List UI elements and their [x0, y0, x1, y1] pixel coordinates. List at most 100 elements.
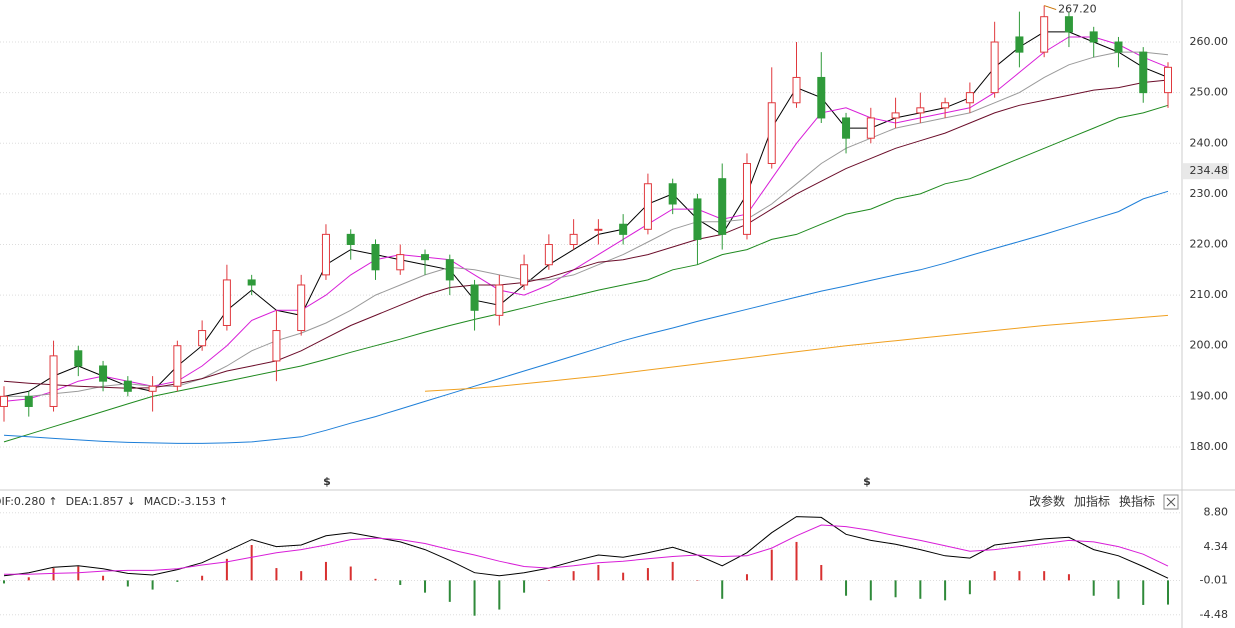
- macd-bar: [1167, 580, 1169, 605]
- ma-line: [4, 51, 1169, 397]
- macd-bar: [52, 568, 55, 581]
- candle-body: [1040, 16, 1049, 53]
- y-tick-label: 240.00: [1190, 136, 1229, 149]
- y-tick-label: 4.34: [1204, 540, 1229, 553]
- candle-body: [0, 395, 8, 407]
- candle-body: [544, 243, 553, 266]
- candle-body: [916, 107, 925, 114]
- macd-bar: [820, 564, 823, 581]
- candle-body: [965, 92, 974, 104]
- candle-body: [643, 183, 652, 230]
- signal-marker: $: [863, 475, 871, 488]
- indicator-arrow: ↑: [48, 495, 57, 508]
- signal-marker: $: [323, 475, 331, 488]
- candle-body: [173, 345, 182, 387]
- macd-bar: [944, 580, 947, 601]
- y-tick-label: 260.00: [1190, 35, 1229, 48]
- macd-bar: [27, 577, 30, 581]
- macd-bar: [1018, 571, 1021, 581]
- last-price-label: 234.48: [1190, 164, 1229, 177]
- candle-body: [817, 76, 826, 119]
- indicator-label: DIF:0.280: [0, 495, 45, 508]
- candle-body: [222, 279, 231, 326]
- macd-bar: [671, 561, 674, 581]
- candle-body: [123, 380, 132, 392]
- candle-body: [99, 365, 108, 382]
- macd-bar: [993, 571, 996, 581]
- candle-body: [371, 243, 380, 271]
- candle-body: [396, 254, 405, 271]
- y-tick-label: -4.48: [1200, 608, 1228, 621]
- indicator-button[interactable]: 改参数: [1029, 494, 1065, 509]
- candle-body: [1164, 66, 1172, 94]
- candle-body: [74, 350, 83, 367]
- indicator-label: MACD:-3.153: [144, 495, 216, 508]
- indicator-button[interactable]: 换指标: [1119, 494, 1155, 509]
- macd-bar: [646, 568, 649, 581]
- macd-bar: [1067, 574, 1070, 581]
- candle-body: [594, 228, 603, 231]
- candle-body: [619, 223, 628, 235]
- y-tick-label: 230.00: [1190, 187, 1229, 200]
- macd-bar: [374, 578, 377, 581]
- candle-body: [24, 395, 33, 407]
- ma-line: [3, 190, 1169, 444]
- macd-bar: [1117, 580, 1120, 599]
- macd-bar: [1092, 580, 1095, 596]
- candle-body: [495, 284, 504, 316]
- macd-bar: [77, 566, 80, 581]
- y-tick-label: -0.01: [1200, 573, 1228, 586]
- macd-bar: [300, 571, 303, 581]
- macd-bar: [349, 566, 352, 581]
- max-marker-line: [1044, 5, 1057, 11]
- candle-body: [470, 284, 479, 311]
- candle-body: [891, 112, 900, 119]
- macd-bar: [845, 580, 848, 596]
- candle-body: [1064, 16, 1073, 33]
- dea-line: [4, 524, 1169, 575]
- candle-body: [990, 41, 999, 94]
- indicator-button[interactable]: 加指标: [1074, 494, 1110, 509]
- ma-line: [3, 104, 1169, 443]
- candle-body: [866, 117, 875, 139]
- candle-body: [297, 284, 306, 332]
- candle-body: [198, 330, 207, 347]
- macd-bar: [424, 580, 427, 593]
- max-marker-label: 267.20: [1058, 3, 1097, 16]
- y-tick-label: 220.00: [1190, 237, 1229, 250]
- candle-body: [792, 76, 801, 104]
- macd-bar: [3, 580, 5, 584]
- macd-bar: [399, 580, 402, 585]
- macd-bar: [225, 558, 228, 581]
- ma-line: [3, 36, 1169, 402]
- y-tick-label: 180.00: [1190, 440, 1229, 453]
- ma-line: [3, 31, 1169, 397]
- macd-bar: [102, 575, 105, 581]
- macd-bar: [795, 541, 798, 581]
- macd-bar: [597, 564, 600, 581]
- macd-bar: [696, 580, 699, 581]
- y-tick-label: 8.80: [1204, 506, 1229, 519]
- macd-bar: [770, 549, 773, 581]
- candle-body: [148, 385, 157, 392]
- ma-line: [3, 79, 1169, 389]
- candle-body: [941, 102, 950, 109]
- indicator-arrow: ↓: [127, 495, 136, 508]
- candle-body: [520, 264, 529, 286]
- macd-bar: [745, 574, 748, 581]
- candle-body: [693, 198, 702, 240]
- macd-bar: [572, 571, 575, 581]
- macd-bar: [1043, 571, 1046, 581]
- macd-bar: [894, 580, 897, 598]
- candle-body: [321, 233, 330, 276]
- candle-body: [668, 183, 677, 205]
- candle-body: [1139, 51, 1148, 94]
- candle-body: [445, 259, 454, 281]
- macd-bar: [721, 580, 724, 599]
- macd-bar: [275, 568, 278, 581]
- candle-body: [421, 254, 430, 261]
- macd-bar: [968, 580, 971, 595]
- macd-bar: [869, 580, 872, 601]
- macd-bar: [622, 572, 625, 581]
